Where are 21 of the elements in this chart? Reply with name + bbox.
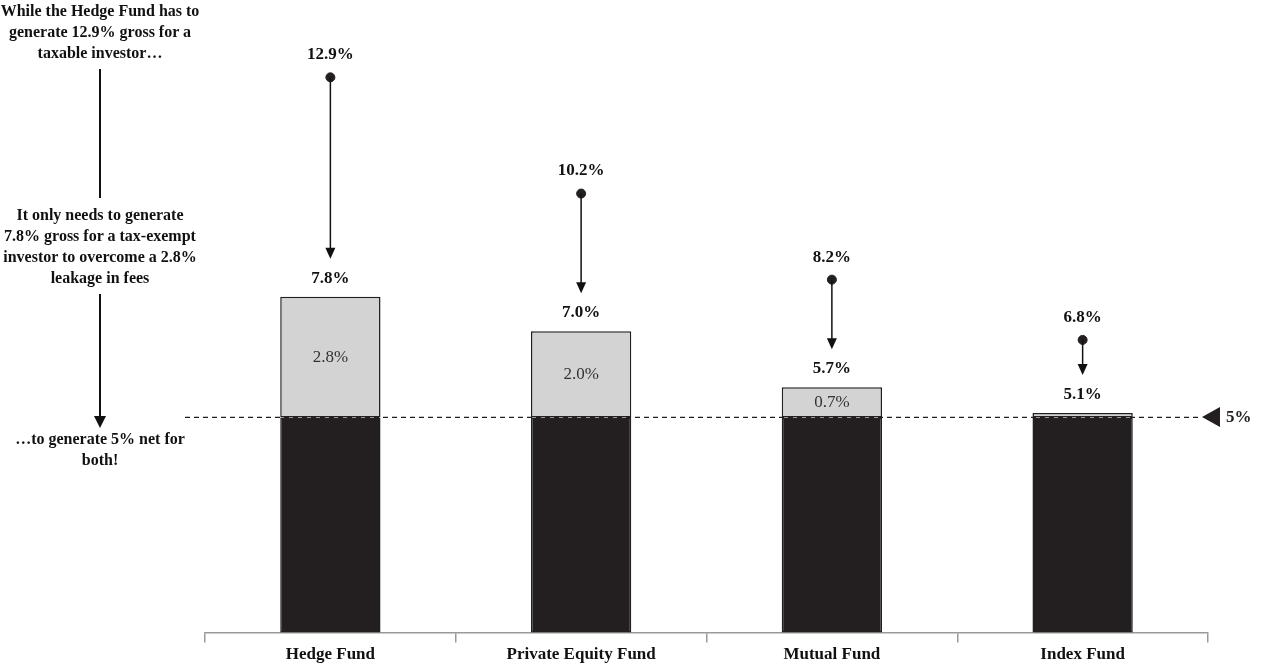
data-label: 6.8% [1063, 306, 1102, 326]
ref-line-label: 5% [1226, 406, 1252, 426]
total-label: 5.7% [812, 358, 851, 378]
data-label: 12.9% [307, 44, 354, 64]
data-label: 2.0% [563, 363, 599, 383]
x-tick-label: Private Equity Fund [506, 644, 657, 664]
data-label: 0.7% [814, 391, 850, 411]
data-label: 8.2% [812, 246, 851, 266]
annotation: It only needs to generate 7.8% gross for a tax-exempt investor to overcome a 2.8% leakage in fees [2, 204, 198, 288]
total-label: 7.8% [311, 267, 350, 287]
total-label: 5.1% [1063, 383, 1102, 403]
x-tick-label: Hedge Fund [285, 644, 376, 664]
data-label: 10.2% [557, 160, 605, 180]
total-label: 7.0% [562, 302, 601, 322]
point [1077, 334, 1088, 345]
annotation: While the Hedge Fund has to generate 12.9% gross for a taxable investor… [0, 1, 200, 63]
x-tick-label: Index Fund [1040, 644, 1126, 664]
data-label: 2.8% [312, 346, 349, 366]
x-tick-label: Mutual Fund [783, 644, 881, 664]
text: …to generate 5% net for both! [14, 429, 186, 470]
point [325, 72, 336, 83]
